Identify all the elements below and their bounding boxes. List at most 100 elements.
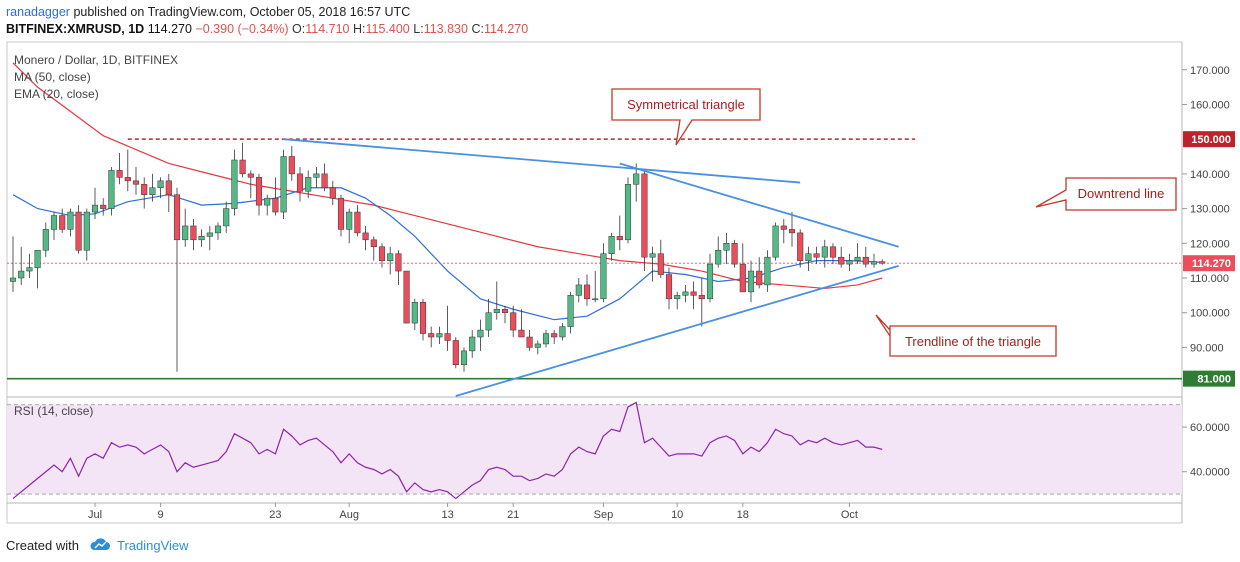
legend-ma: MA (50, close)	[14, 70, 91, 84]
candle	[838, 246, 845, 268]
candle-body	[91, 204, 99, 213]
candle-body	[682, 291, 689, 296]
candle	[83, 208, 90, 261]
candle-body	[469, 336, 476, 352]
candle-body	[321, 173, 328, 189]
candle	[354, 205, 361, 237]
author-link[interactable]: ranadagger	[6, 5, 70, 19]
candle-body	[403, 270, 410, 324]
candle	[649, 246, 656, 282]
candle	[559, 323, 566, 341]
candle-body	[624, 184, 632, 241]
candle	[436, 326, 443, 344]
candles-layer	[9, 142, 886, 372]
candle-body	[223, 208, 230, 227]
candle-body	[723, 243, 730, 251]
symbol-line: BITFINEX:XMRUSD, 1D 114.270 −0.390 (−0.3…	[6, 22, 528, 36]
candle-body	[690, 291, 697, 296]
candle	[403, 270, 410, 324]
candle-body	[395, 253, 402, 272]
candle-body	[173, 194, 181, 241]
annotation-downtrend-line[interactable]: Downtrend line	[1035, 177, 1177, 211]
candle-body	[354, 211, 361, 234]
annotation-trendline-triangle[interactable]: Trendline of the triangle	[875, 314, 1057, 357]
rsi-title: RSI (14, close)	[14, 404, 93, 418]
candle-body	[821, 246, 828, 258]
candle-body	[551, 333, 558, 338]
price-tick-label: 140.000	[1190, 169, 1230, 181]
candle-body	[26, 267, 33, 272]
low-value: 113.830	[423, 22, 468, 36]
candle	[321, 163, 328, 192]
candle	[100, 198, 107, 216]
price-label: 114.270	[1192, 258, 1231, 270]
annotation-text: Trendline of the triangle	[905, 334, 1041, 349]
candle	[190, 219, 197, 251]
candle	[583, 274, 591, 306]
candle-body	[756, 270, 763, 286]
candle	[346, 208, 353, 244]
candle-body	[608, 236, 615, 254]
price-label-bg	[1183, 370, 1235, 387]
candle	[387, 246, 394, 275]
time-tick-label: Jul	[88, 509, 102, 521]
time-tick-label: 21	[507, 509, 519, 521]
candle-body	[477, 329, 484, 338]
last-price: 114.270	[147, 22, 192, 36]
candle-body	[633, 173, 640, 185]
time-tick-label: 23	[269, 509, 281, 521]
candle-body	[567, 295, 574, 327]
high-value: 115.400	[365, 22, 410, 36]
candle-body	[739, 263, 746, 293]
candle	[157, 177, 164, 199]
candle-body	[419, 302, 427, 334]
candle	[428, 326, 435, 348]
candle	[173, 187, 181, 372]
annotation-symmetrical-triangle[interactable]: Symmetrical triangle	[611, 88, 761, 146]
candle	[657, 239, 664, 278]
candle	[501, 305, 509, 324]
candle	[214, 222, 222, 240]
time-tick-label: Oct	[841, 509, 858, 521]
trendline-triangle-bottom	[455, 264, 899, 397]
candle	[9, 236, 17, 292]
candle-body	[846, 260, 853, 265]
price-tick-label: 100.000	[1190, 308, 1230, 320]
candle-body	[665, 274, 673, 300]
price-tick-label: 110.000	[1190, 273, 1229, 285]
candle	[788, 212, 796, 247]
candle	[518, 309, 525, 338]
candle	[313, 166, 320, 188]
candle	[419, 298, 427, 341]
publish-line: ranadagger published on TradingView.com,…	[6, 5, 410, 19]
candle	[575, 278, 582, 303]
candle	[337, 194, 345, 237]
candle-body	[149, 187, 156, 195]
candle	[870, 253, 878, 268]
candle-body	[198, 236, 205, 241]
time-tick-label: Aug	[339, 509, 359, 521]
candle-body	[157, 180, 164, 189]
candle	[879, 259, 886, 265]
candle-body	[510, 312, 517, 331]
candle	[805, 246, 812, 272]
candle-body	[706, 263, 714, 300]
open-value: 114.710	[305, 22, 350, 36]
candle-body	[411, 302, 418, 324]
candle-body	[715, 249, 722, 265]
candle	[231, 149, 238, 216]
candle-body	[444, 333, 451, 341]
price-label-bg	[1183, 255, 1235, 272]
ema20-layer	[12, 187, 883, 321]
candle	[182, 208, 189, 247]
candle-body	[583, 284, 591, 300]
candle	[862, 246, 869, 268]
tradingview-link[interactable]: TradingView	[116, 538, 189, 553]
candle-body	[329, 187, 336, 199]
candle	[846, 253, 853, 272]
candle-body	[190, 225, 197, 241]
candle	[50, 212, 58, 240]
candle	[59, 208, 66, 233]
candle	[633, 163, 640, 202]
